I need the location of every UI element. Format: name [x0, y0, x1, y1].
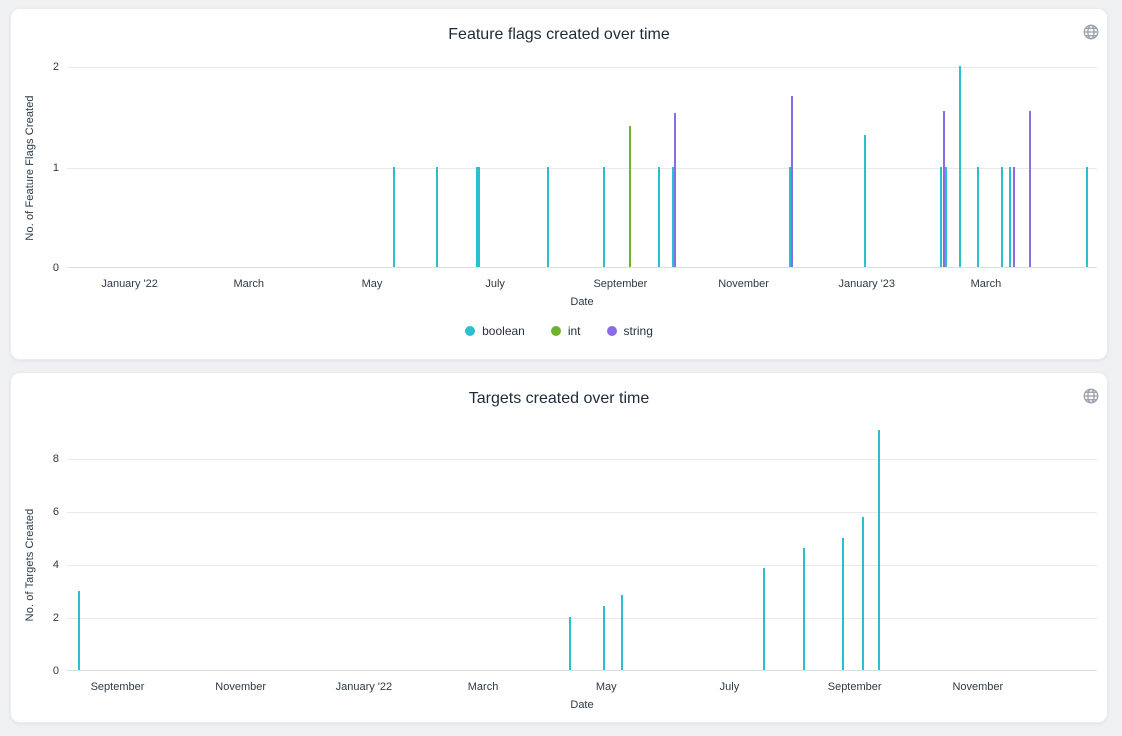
y-tick-label: 2 [52, 612, 59, 624]
bar-boolean[interactable] [393, 166, 396, 267]
x-axis-label: Date [570, 699, 594, 711]
bar-string[interactable] [1013, 166, 1016, 267]
bar-boolean[interactable] [671, 166, 674, 267]
gridline [67, 565, 1097, 566]
bar-boolean[interactable] [475, 166, 478, 267]
bar-targets[interactable] [861, 517, 864, 670]
gridline [67, 618, 1097, 619]
x-axis-label: Date [570, 296, 594, 308]
bar-boolean[interactable] [435, 166, 438, 267]
chart-legend: boolean int string [11, 324, 1107, 338]
globe-icon [1081, 386, 1101, 406]
x-tick-label: September [593, 278, 648, 290]
x-tick-label: November [215, 681, 267, 693]
legend-label: boolean [482, 324, 525, 338]
bar-boolean[interactable] [789, 166, 792, 267]
bar-int[interactable] [629, 126, 632, 267]
bar-boolean[interactable] [478, 166, 480, 267]
plot-area: 0 1 2 January '22 March May July September Novem… [53, 61, 1097, 290]
legend-dot [550, 326, 561, 336]
bar-targets[interactable] [603, 606, 606, 670]
bar-boolean[interactable] [958, 66, 961, 267]
bar-boolean[interactable] [603, 166, 606, 267]
plot-area: 0 2 4 6 8 September November January '22 March Ma… [53, 429, 1097, 693]
bar-string[interactable] [1029, 111, 1032, 267]
targets-chart-card: Targets created over time No. of Targets… [10, 372, 1108, 723]
legend-item-boolean[interactable]: boolean [465, 324, 525, 338]
x-tick-label: November [718, 278, 769, 290]
bar-string[interactable] [791, 96, 794, 267]
x-tick-label: July [719, 681, 740, 693]
bar-boolean[interactable] [1085, 166, 1088, 267]
y-tick-label: 0 [52, 262, 59, 274]
y-tick-label: 8 [52, 453, 59, 465]
legend-item-int[interactable]: int [550, 324, 581, 338]
x-tick-label: September [827, 681, 882, 693]
legend-dot [465, 326, 476, 336]
x-tick-label: March [970, 278, 1002, 290]
legend-dot [606, 326, 617, 336]
bar-boolean[interactable] [1001, 166, 1004, 267]
chart-title: Feature flags created over time [448, 26, 670, 43]
legend-label: int [567, 324, 581, 338]
gridline [67, 459, 1097, 460]
bar-targets[interactable] [762, 567, 765, 670]
bar-boolean[interactable] [863, 135, 866, 267]
gridline [67, 67, 1097, 68]
x-tick-label: March [467, 681, 499, 693]
x-tick-label: September [90, 681, 145, 693]
bar-boolean[interactable] [546, 166, 549, 267]
feature-flags-chart-card: Feature flags created over time No. of F… [10, 8, 1108, 360]
x-tick-label: March [233, 278, 265, 290]
globe-icon [1081, 22, 1101, 42]
bar-targets[interactable] [621, 595, 624, 670]
chart-title: Targets created over time [468, 390, 650, 407]
y-tick-label: 0 [52, 665, 59, 677]
x-tick-label: May [361, 278, 383, 290]
x-tick-label: January '23 [838, 278, 896, 290]
bar-boolean[interactable] [944, 166, 947, 267]
bar-boolean[interactable] [657, 166, 660, 267]
x-tick-label: January '22 [335, 681, 393, 693]
y-tick-label: 2 [52, 61, 59, 73]
bar-boolean[interactable] [1009, 166, 1012, 267]
bar-string[interactable] [942, 111, 945, 267]
legend-label: string [623, 324, 653, 338]
bar-boolean[interactable] [940, 166, 943, 267]
x-tick-label: July [485, 278, 505, 290]
y-tick-label: 6 [52, 506, 59, 518]
bar-targets[interactable] [841, 537, 844, 670]
legend-item-string[interactable]: string [606, 324, 653, 338]
x-tick-label: November [952, 681, 1004, 693]
y-tick-label: 1 [52, 161, 59, 174]
x-tick-label: May [595, 681, 617, 693]
bar-boolean[interactable] [976, 166, 979, 267]
bar-targets[interactable] [803, 548, 806, 670]
x-tick-label: January '22 [101, 278, 158, 290]
bar-targets[interactable] [78, 590, 81, 670]
bar-targets[interactable] [877, 429, 880, 670]
gridline [67, 512, 1097, 513]
gridline [67, 167, 1097, 169]
y-tick-label: 4 [52, 559, 59, 571]
bar-string[interactable] [673, 113, 676, 267]
bar-targets[interactable] [568, 617, 571, 670]
